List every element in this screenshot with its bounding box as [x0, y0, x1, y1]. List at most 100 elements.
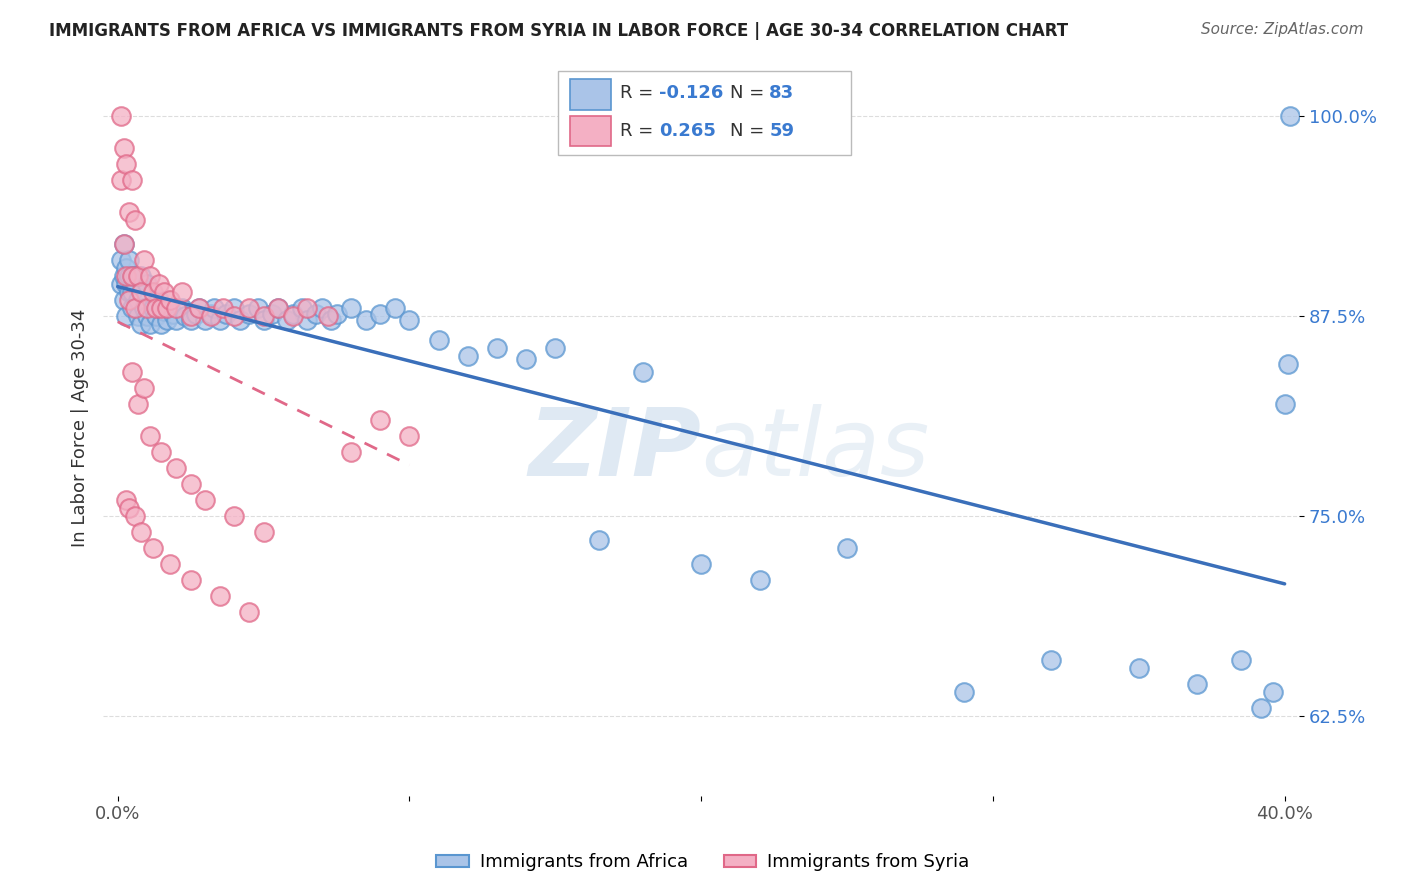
Point	[1261, 684, 1284, 698]
Point	[224, 508, 246, 523]
Point	[457, 349, 479, 363]
Point	[1040, 653, 1063, 667]
Point	[112, 140, 135, 154]
Point	[156, 313, 179, 327]
Point	[544, 341, 567, 355]
Point	[118, 268, 141, 283]
Text: IMMIGRANTS FROM AFRICA VS IMMIGRANTS FROM SYRIA IN LABOR FORCE | AGE 30-34 CORRE: IMMIGRANTS FROM AFRICA VS IMMIGRANTS FRO…	[49, 22, 1069, 40]
Point	[112, 236, 135, 251]
Point	[115, 156, 138, 170]
Point	[150, 444, 173, 458]
Point	[159, 557, 181, 571]
Point	[121, 268, 143, 283]
Point	[1279, 109, 1302, 123]
Point	[127, 293, 149, 307]
Point	[121, 365, 143, 379]
Point	[1185, 677, 1208, 691]
Point	[200, 309, 222, 323]
Point	[1250, 700, 1272, 714]
Point	[135, 277, 157, 291]
Point	[132, 252, 155, 267]
Point	[214, 307, 236, 321]
Point	[142, 301, 165, 315]
Point	[427, 333, 450, 347]
Point	[165, 460, 187, 475]
Point	[246, 301, 269, 315]
Point	[194, 492, 217, 507]
Point	[142, 285, 165, 299]
Point	[290, 301, 312, 315]
Point	[180, 476, 202, 491]
Point	[118, 204, 141, 219]
Point	[276, 313, 298, 327]
Point	[281, 309, 304, 323]
Point	[121, 301, 143, 315]
Point	[153, 303, 176, 318]
Point	[170, 301, 193, 315]
Point	[139, 268, 162, 283]
Point	[238, 301, 260, 315]
Point	[121, 172, 143, 186]
Point	[173, 309, 195, 323]
Point	[124, 268, 146, 283]
Text: 83: 83	[769, 84, 794, 102]
Point	[229, 313, 252, 327]
Point	[384, 301, 406, 315]
Point	[1230, 653, 1253, 667]
Point	[112, 236, 135, 251]
Point	[319, 313, 342, 327]
Point	[690, 557, 713, 571]
Point	[297, 313, 319, 327]
Point	[1128, 661, 1150, 675]
FancyBboxPatch shape	[558, 70, 851, 155]
Point	[835, 541, 858, 555]
Point	[354, 313, 377, 327]
Point	[748, 573, 770, 587]
Point	[115, 309, 138, 323]
Text: -0.126: -0.126	[659, 84, 724, 102]
Point	[148, 293, 170, 307]
Point	[145, 301, 167, 315]
Point	[118, 500, 141, 515]
Point	[135, 301, 157, 315]
Text: N =: N =	[730, 122, 770, 140]
Point	[132, 301, 155, 315]
Point	[115, 260, 138, 275]
Point	[121, 268, 143, 283]
Point	[340, 444, 363, 458]
Point	[165, 313, 187, 327]
Point	[127, 309, 149, 323]
Point	[110, 252, 132, 267]
Point	[150, 301, 173, 315]
Point	[485, 341, 508, 355]
Point	[115, 277, 138, 291]
Point	[132, 381, 155, 395]
Point	[124, 277, 146, 291]
Point	[110, 172, 132, 186]
Point	[281, 307, 304, 321]
Point	[305, 307, 328, 321]
Text: atlas: atlas	[702, 404, 929, 495]
Point	[188, 301, 211, 315]
Point	[252, 524, 274, 539]
Point	[159, 301, 181, 315]
Point	[112, 293, 135, 307]
Point	[127, 397, 149, 411]
Point	[129, 317, 152, 331]
FancyBboxPatch shape	[569, 78, 612, 110]
Point	[153, 285, 176, 299]
Point	[180, 573, 202, 587]
Point	[165, 301, 187, 315]
Point	[159, 293, 181, 307]
Y-axis label: In Labor Force | Age 30-34: In Labor Force | Age 30-34	[72, 309, 89, 547]
Point	[150, 317, 173, 331]
Point	[238, 307, 260, 321]
Point	[398, 428, 420, 442]
Text: 0.265: 0.265	[659, 122, 716, 140]
Point	[129, 268, 152, 283]
Point	[340, 301, 363, 315]
Point	[515, 351, 537, 366]
Point	[267, 301, 290, 315]
Point	[238, 605, 260, 619]
Point	[127, 268, 149, 283]
